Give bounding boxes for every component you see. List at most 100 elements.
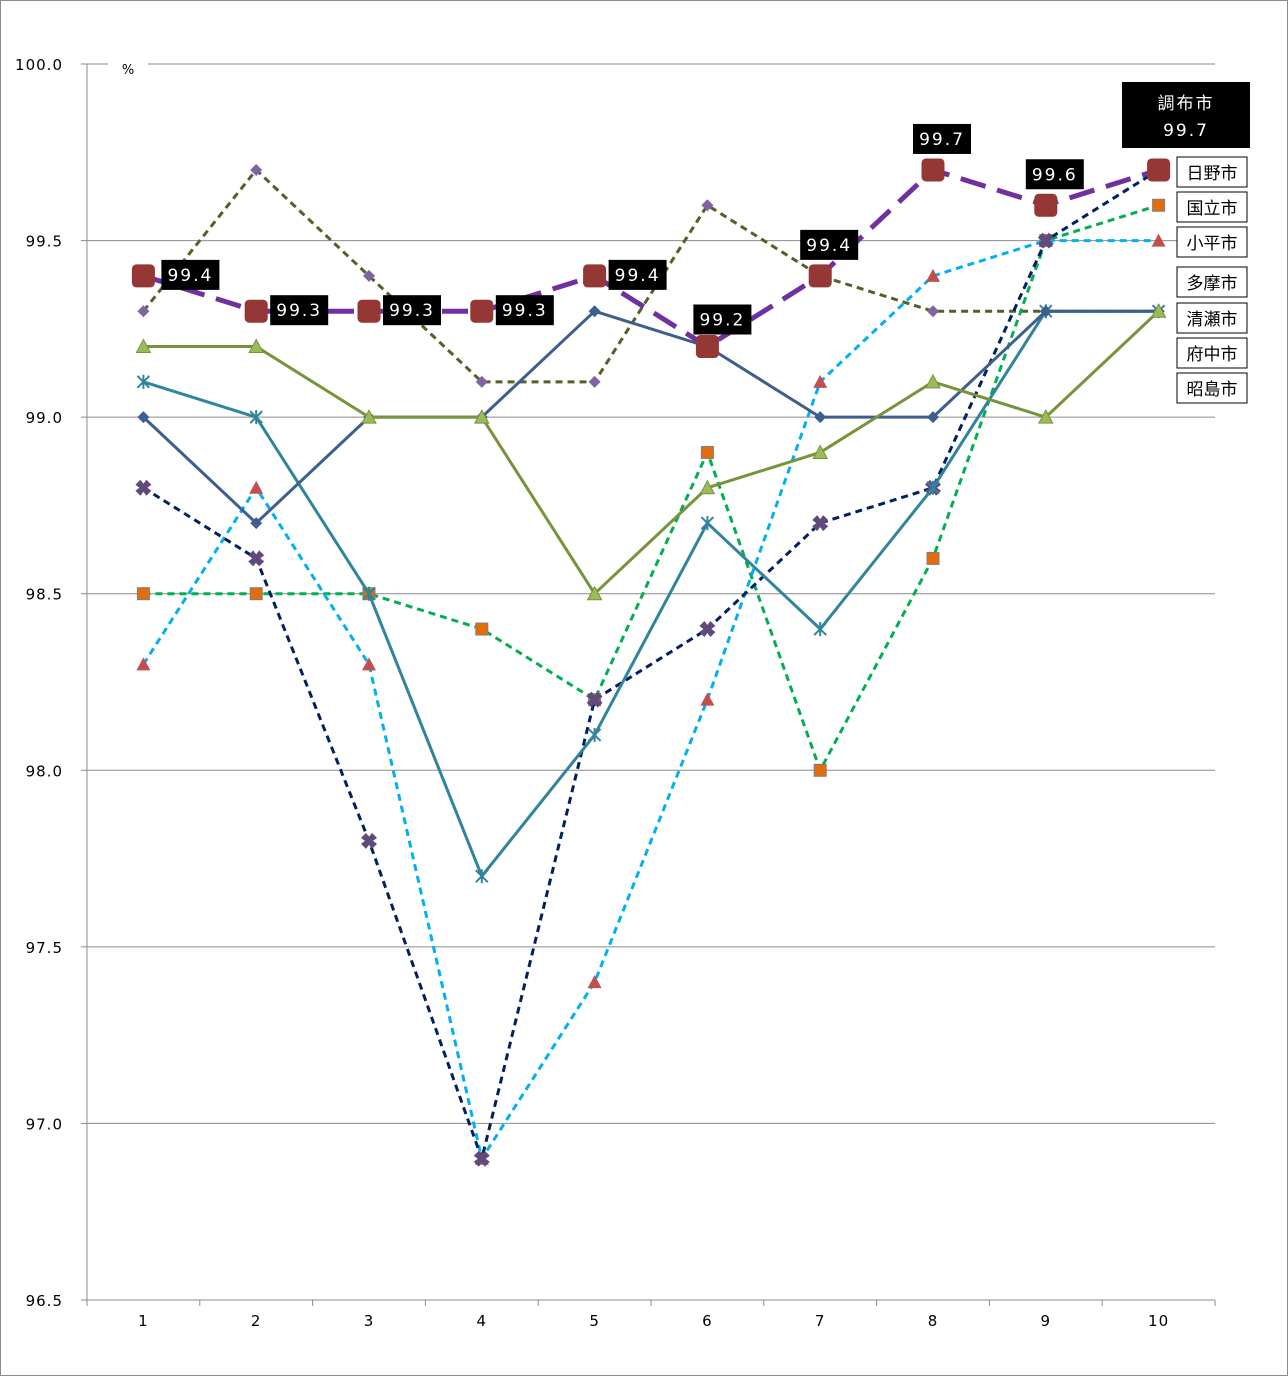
y-tick-label: 98.0: [26, 762, 63, 780]
y-tick-label: 99.5: [26, 233, 63, 251]
legend-box: [1176, 302, 1248, 334]
x-tick-label: 2: [251, 1312, 262, 1330]
legend-box: [1176, 337, 1248, 369]
legend-box: [1176, 226, 1248, 258]
data-point: [926, 480, 940, 495]
y-tick-label: 97.5: [26, 939, 63, 957]
data-label: 99.4: [806, 236, 852, 256]
legend-box: [1176, 266, 1248, 298]
x-tick-label: 5: [589, 1312, 600, 1330]
data-point: [814, 411, 827, 424]
x-tick-label: 1: [138, 1312, 149, 1330]
data-point: [473, 409, 490, 424]
data-point: [813, 622, 827, 637]
x-tick-label: 3: [364, 1312, 375, 1330]
y-tick-label: 98.5: [26, 586, 63, 604]
data-point: [363, 269, 375, 282]
data-label: 99.2: [699, 311, 745, 331]
data-point: [250, 163, 263, 176]
data-label: 99.3: [276, 301, 322, 321]
data-point: [586, 585, 603, 601]
data-point: [361, 409, 377, 424]
data-point: [583, 264, 607, 288]
data-label-box: [800, 229, 859, 260]
callout-value: 99.7: [1163, 121, 1209, 141]
data-point: [136, 587, 150, 601]
data-point: [136, 374, 151, 389]
legend-box: [1176, 191, 1248, 223]
data-point: [250, 517, 263, 530]
data-point: [813, 374, 828, 388]
data-point: [700, 516, 715, 531]
data-point: [808, 264, 832, 288]
data-point: [135, 338, 152, 354]
data-label: 99.4: [615, 266, 661, 286]
data-point: [588, 305, 601, 318]
data-point: [136, 657, 151, 671]
data-point: [926, 551, 940, 565]
data-point: [812, 444, 829, 459]
y-tick-label: 96.5: [26, 1292, 63, 1310]
data-point: [1150, 303, 1167, 318]
data-point: [927, 305, 939, 318]
legend-label: 多摩市: [1187, 274, 1238, 294]
legend-box: [1176, 372, 1248, 404]
data-point: [587, 975, 602, 989]
callout-box: [1122, 82, 1250, 148]
data-point: [1147, 158, 1171, 182]
data-point: [925, 373, 941, 389]
data-point: [699, 621, 716, 638]
data-point: [926, 268, 940, 282]
data-point: [475, 622, 489, 636]
legend-label: 日野市: [1187, 164, 1238, 184]
y-axis-unit: %: [122, 63, 134, 78]
series-line: [143, 310, 1160, 596]
data-label: 99.4: [167, 266, 213, 286]
callout-name: 調布市: [1158, 94, 1215, 114]
data-point: [470, 299, 494, 323]
data-point: [475, 869, 489, 884]
data-label-box: [608, 259, 667, 290]
x-tick-label: 7: [815, 1312, 826, 1330]
legend-label: 小平市: [1187, 234, 1238, 254]
data-point: [244, 299, 268, 323]
data-label: 99.6: [1032, 165, 1078, 185]
data-point: [927, 411, 939, 424]
data-point: [249, 480, 264, 494]
data-point: [700, 692, 715, 706]
data-label: 99.3: [389, 301, 435, 321]
legend-label: 府中市: [1187, 345, 1238, 365]
x-tick-label: 6: [702, 1312, 713, 1330]
legend-label: 清瀬市: [1187, 310, 1238, 330]
data-point: [695, 335, 719, 359]
y-tick-label: 99.0: [26, 409, 63, 427]
data-label-box: [693, 304, 752, 335]
data-point: [700, 445, 714, 459]
series-line: [142, 168, 1159, 384]
data-point: [362, 586, 376, 601]
data-point: [137, 305, 150, 318]
data-point: [357, 299, 381, 323]
data-label-box: [270, 295, 329, 326]
data-point: [1151, 233, 1166, 247]
data-label: 99.3: [502, 301, 548, 321]
x-tick-label: 9: [1041, 1312, 1052, 1330]
data-point: [248, 550, 265, 567]
data-point: [361, 832, 377, 849]
data-point: [362, 657, 376, 671]
data-point: [475, 375, 488, 388]
data-point: [249, 587, 263, 601]
series-line: [142, 239, 1159, 1161]
data-point: [588, 375, 601, 388]
legend-label: 昭島市: [1187, 380, 1238, 400]
data-point: [1152, 198, 1166, 212]
data-point: [921, 158, 945, 182]
data-point: [248, 338, 265, 354]
data-label-box: [913, 123, 971, 154]
legend-label: 国立市: [1187, 199, 1238, 219]
data-point: [701, 199, 714, 212]
data-point: [131, 264, 155, 288]
data-label-box: [383, 295, 441, 326]
